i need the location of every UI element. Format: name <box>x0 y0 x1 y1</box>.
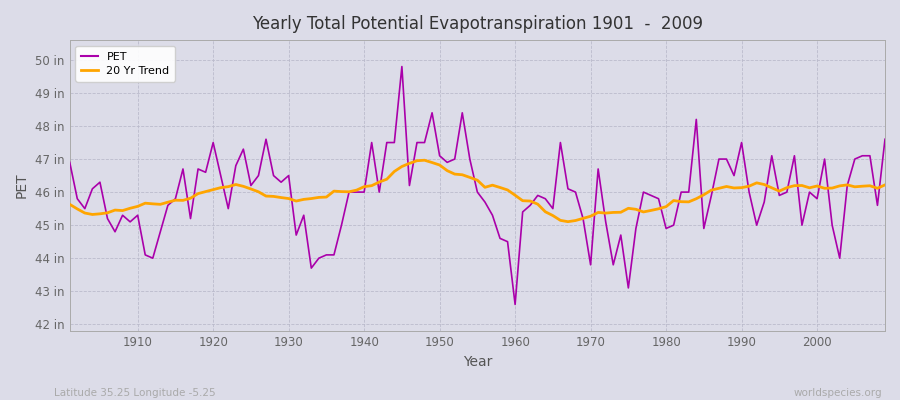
Title: Yearly Total Potential Evapotranspiration 1901  -  2009: Yearly Total Potential Evapotranspiratio… <box>252 15 703 33</box>
Legend: PET, 20 Yr Trend: PET, 20 Yr Trend <box>76 46 176 82</box>
Y-axis label: PET: PET <box>15 173 29 198</box>
Text: worldspecies.org: worldspecies.org <box>794 388 882 398</box>
X-axis label: Year: Year <box>463 355 492 369</box>
Text: Latitude 35.25 Longitude -5.25: Latitude 35.25 Longitude -5.25 <box>54 388 216 398</box>
